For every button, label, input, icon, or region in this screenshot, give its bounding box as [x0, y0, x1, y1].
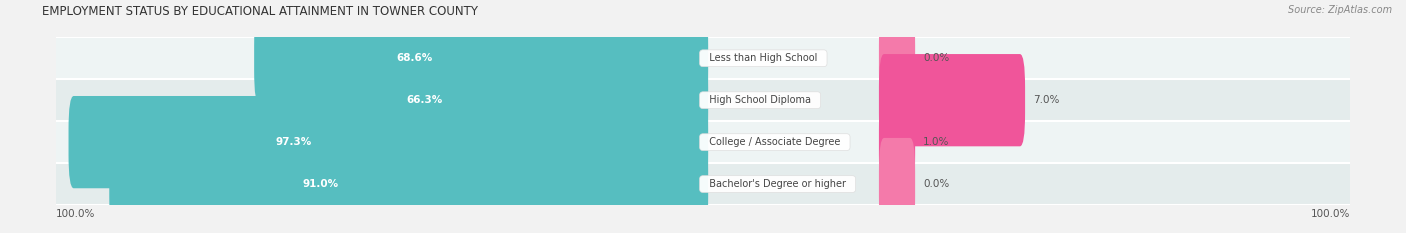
- Text: 0.0%: 0.0%: [922, 53, 949, 63]
- Text: 0.0%: 0.0%: [922, 179, 949, 189]
- Text: Less than High School: Less than High School: [703, 53, 824, 63]
- Text: High School Diploma: High School Diploma: [703, 95, 817, 105]
- Bar: [56, 37, 1350, 79]
- Text: Bachelor's Degree or higher: Bachelor's Degree or higher: [703, 179, 852, 189]
- Text: 1.0%: 1.0%: [922, 137, 949, 147]
- Text: Source: ZipAtlas.com: Source: ZipAtlas.com: [1288, 5, 1392, 15]
- FancyBboxPatch shape: [879, 138, 915, 230]
- FancyBboxPatch shape: [254, 12, 709, 104]
- Bar: [56, 163, 1350, 205]
- FancyBboxPatch shape: [69, 96, 709, 188]
- Text: 97.3%: 97.3%: [276, 137, 312, 147]
- FancyBboxPatch shape: [269, 54, 709, 146]
- FancyBboxPatch shape: [110, 138, 709, 230]
- Text: 100.0%: 100.0%: [1310, 209, 1350, 219]
- Bar: [56, 79, 1350, 121]
- Text: 7.0%: 7.0%: [1033, 95, 1059, 105]
- FancyBboxPatch shape: [879, 96, 915, 188]
- FancyBboxPatch shape: [879, 54, 1025, 146]
- Text: 68.6%: 68.6%: [396, 53, 433, 63]
- FancyBboxPatch shape: [879, 12, 915, 104]
- Text: 91.0%: 91.0%: [302, 179, 339, 189]
- Bar: [56, 121, 1350, 163]
- Text: 66.3%: 66.3%: [406, 95, 443, 105]
- Text: EMPLOYMENT STATUS BY EDUCATIONAL ATTAINMENT IN TOWNER COUNTY: EMPLOYMENT STATUS BY EDUCATIONAL ATTAINM…: [42, 5, 478, 18]
- Text: 100.0%: 100.0%: [56, 209, 96, 219]
- Text: College / Associate Degree: College / Associate Degree: [703, 137, 846, 147]
